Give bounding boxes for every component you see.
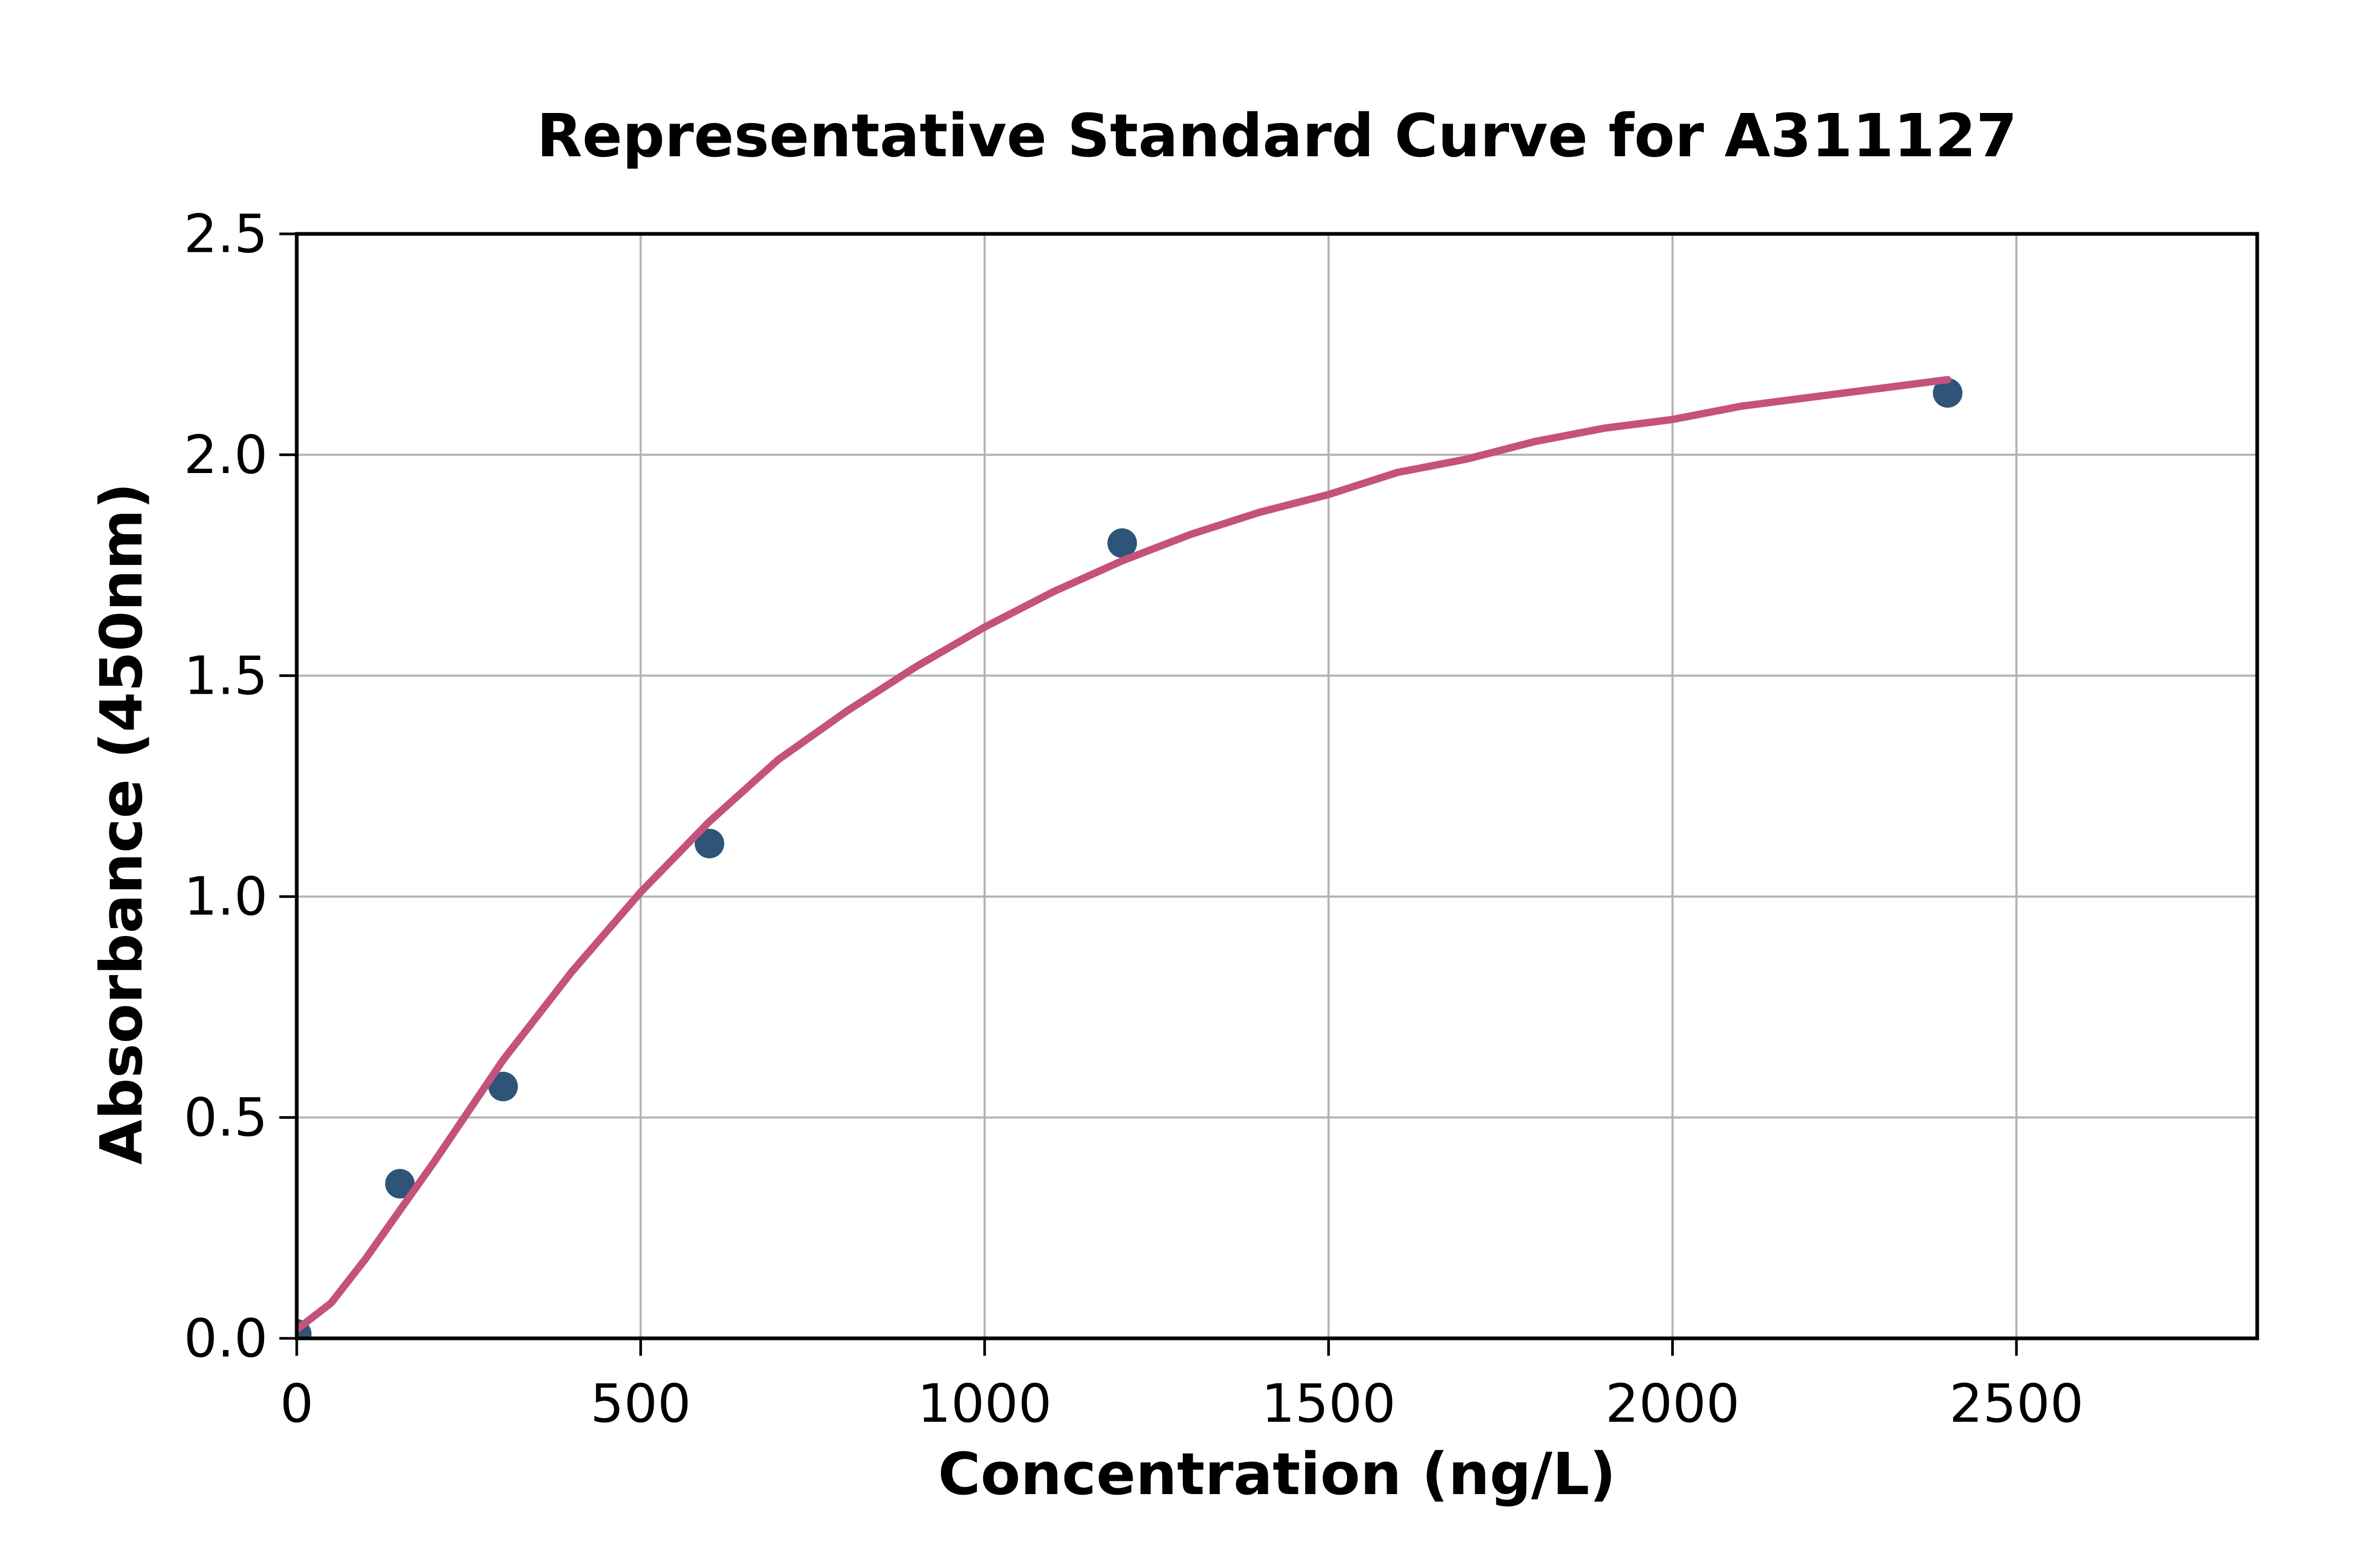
chart-title: Representative Standard Curve for A31112… xyxy=(536,102,2017,171)
x-tick-label: 500 xyxy=(590,1373,691,1434)
y-tick-label: 2.5 xyxy=(184,203,268,265)
data-point xyxy=(488,1072,518,1102)
fit-curve xyxy=(297,376,1951,1334)
y-tick-label: 1.0 xyxy=(184,866,268,928)
x-axis-label: Concentration (ng/L) xyxy=(938,1440,1616,1508)
plot-border xyxy=(295,232,2259,1340)
x-tick-label: 2500 xyxy=(1949,1373,2084,1434)
y-tick-label: 0.0 xyxy=(184,1308,268,1369)
data-point xyxy=(1932,378,1963,408)
x-tick-label: 1000 xyxy=(918,1373,1052,1434)
data-point xyxy=(1107,528,1137,558)
data-marks xyxy=(297,376,1963,1338)
x-tick-label: 0 xyxy=(280,1373,314,1434)
x-tick-label: 1500 xyxy=(1261,1373,1396,1434)
y-tick-label: 2.0 xyxy=(184,424,268,486)
y-tick-label: 0.5 xyxy=(184,1087,268,1148)
data-point xyxy=(385,1169,415,1199)
x-tick-label: 2000 xyxy=(1605,1373,1740,1434)
y-tick-label: 1.5 xyxy=(184,645,268,706)
data-point xyxy=(694,828,724,858)
